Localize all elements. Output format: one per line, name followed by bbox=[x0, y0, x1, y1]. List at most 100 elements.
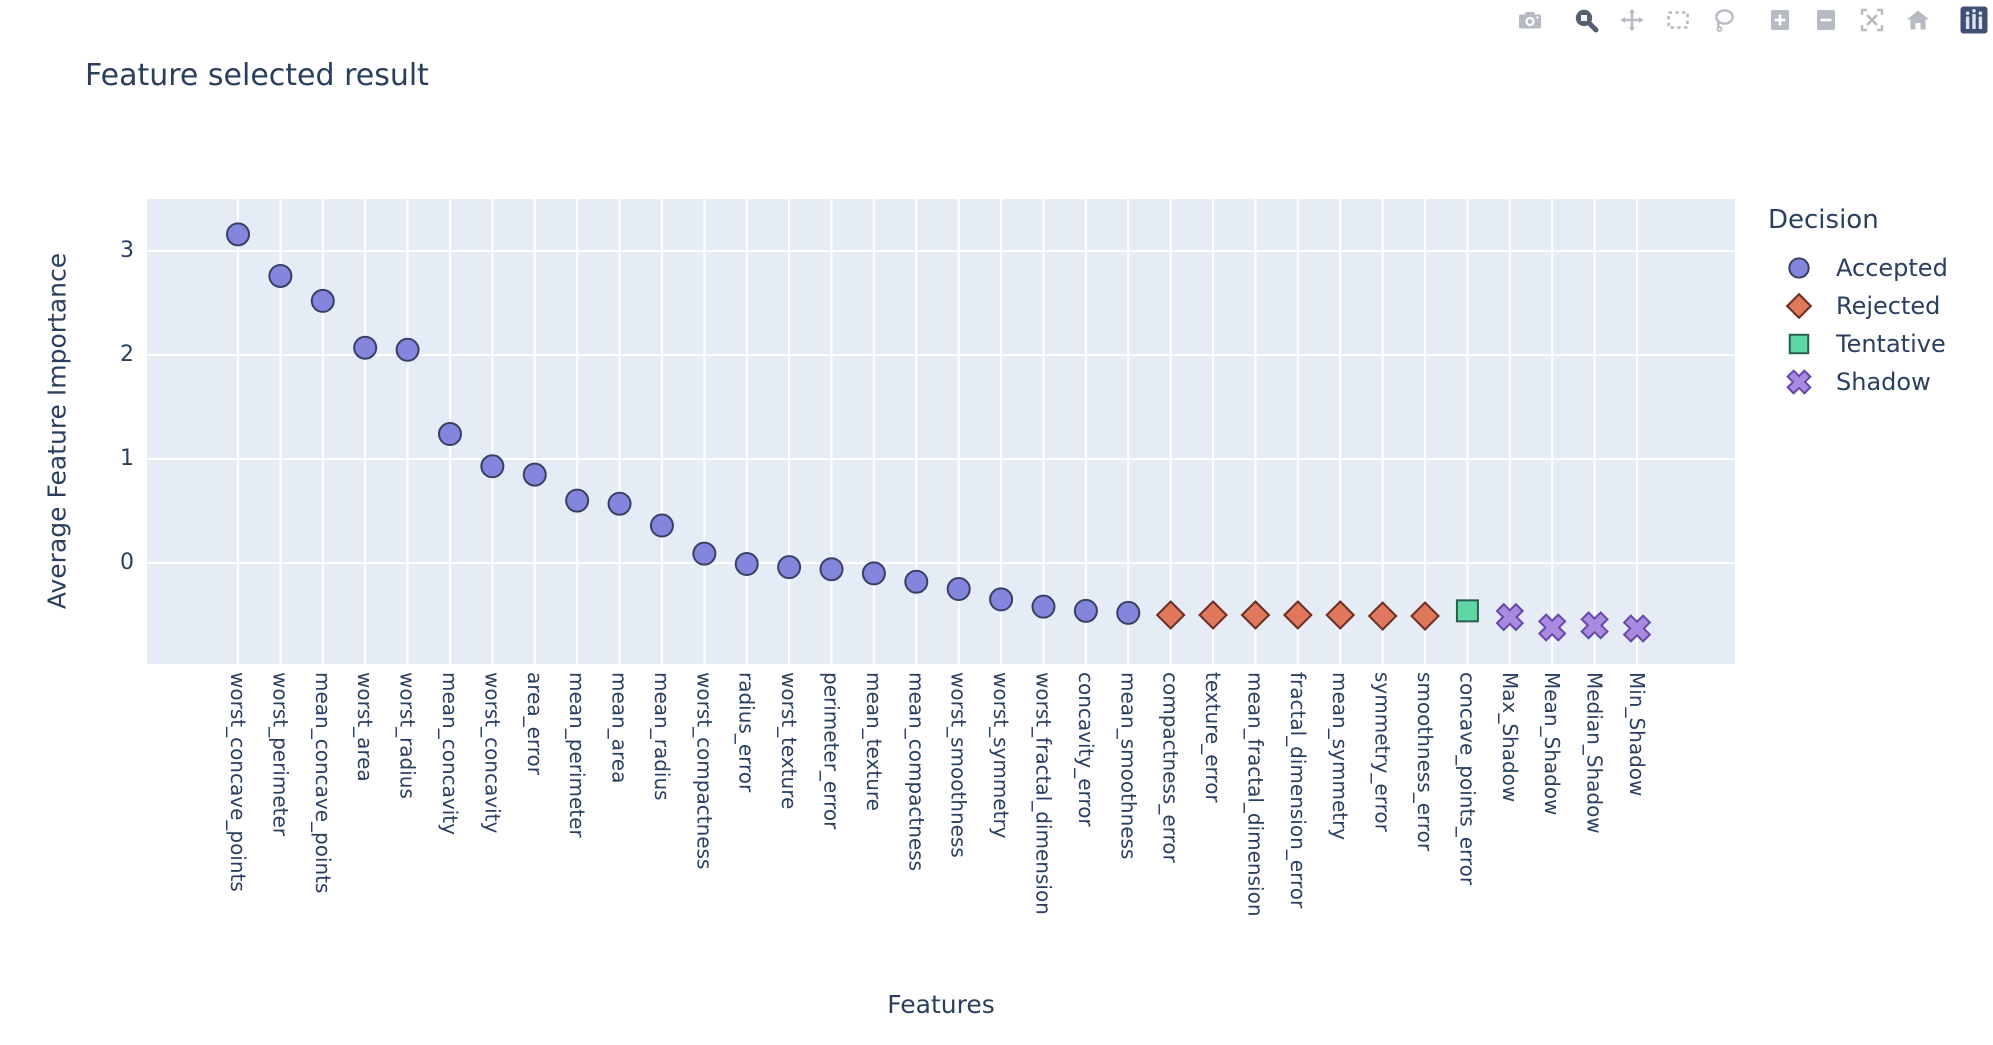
scatter-point[interactable] bbox=[1495, 602, 1525, 632]
scatter-point[interactable] bbox=[861, 561, 886, 586]
x-tick-label: mean_smoothness bbox=[1116, 672, 1141, 860]
scatter-point[interactable] bbox=[353, 335, 378, 360]
legend-item-tentative[interactable]: Tentative bbox=[1768, 325, 1993, 363]
x-tick-label: symmetry_error bbox=[1370, 672, 1395, 832]
x-tick-label: mean_area bbox=[607, 672, 632, 784]
modebar-group-snapshot bbox=[1515, 5, 1545, 35]
camera-icon[interactable] bbox=[1515, 5, 1545, 35]
scatter-point[interactable] bbox=[395, 337, 420, 362]
plot-area[interactable] bbox=[147, 199, 1735, 664]
legend: Decision Accepted Rejected Tentative Shadow bbox=[1768, 205, 1993, 401]
zoom-in-icon[interactable] bbox=[1765, 5, 1795, 35]
legend-item-shadow[interactable]: Shadow bbox=[1768, 363, 1993, 401]
x-axis-title: Features bbox=[887, 990, 995, 1019]
zoom-out-icon[interactable] bbox=[1811, 5, 1841, 35]
legend-item-label: Tentative bbox=[1836, 330, 1946, 358]
scatter-point[interactable] bbox=[1198, 600, 1228, 630]
x-tick-label: mean_concavity bbox=[437, 672, 462, 835]
scatter-point[interactable] bbox=[692, 541, 717, 566]
autoscale-icon[interactable] bbox=[1857, 5, 1887, 35]
scatter-point[interactable] bbox=[1240, 600, 1271, 630]
x-tick-label: worst_perimeter bbox=[268, 672, 293, 837]
modebar-group-drag bbox=[1571, 5, 1739, 35]
x-tick-label: mean_compactness bbox=[904, 672, 929, 872]
x-tick-label: radius_error bbox=[734, 672, 759, 793]
scatter-point[interactable] bbox=[1031, 594, 1056, 619]
lasso-select-icon[interactable] bbox=[1709, 5, 1739, 35]
x-tick-label: texture_error bbox=[1201, 672, 1226, 803]
x-tick-label: smoothness_error bbox=[1413, 672, 1438, 852]
reset-axes-home-icon[interactable] bbox=[1903, 5, 1933, 35]
x-tick-label: worst_symmetry bbox=[989, 672, 1014, 839]
scatter-point[interactable] bbox=[1537, 613, 1567, 642]
scatter-point[interactable] bbox=[1455, 599, 1479, 623]
scatter-point[interactable] bbox=[1073, 598, 1098, 623]
modebar-group-zoom bbox=[1765, 5, 1933, 35]
legend-title: Decision bbox=[1768, 205, 1879, 235]
box-select-icon[interactable] bbox=[1663, 5, 1693, 35]
scatter-point[interactable] bbox=[268, 263, 293, 288]
legend-item-label: Shadow bbox=[1836, 368, 1931, 396]
x-tick-label: Median_Shadow bbox=[1582, 672, 1607, 834]
y-tick-label: 2 bbox=[120, 342, 134, 367]
scatter-point[interactable] bbox=[480, 454, 505, 479]
scatter-point[interactable] bbox=[607, 491, 632, 516]
legend-item-accepted[interactable]: Accepted bbox=[1768, 249, 1993, 287]
scatter-point[interactable] bbox=[1367, 601, 1398, 631]
x-tick-label: mean_texture bbox=[861, 672, 886, 811]
x-tick-label: perimeter_error bbox=[819, 672, 844, 830]
x-tick-label: Max_Shadow bbox=[1497, 672, 1522, 803]
scatter-point[interactable] bbox=[734, 552, 759, 577]
x-tick-label: worst_concavity bbox=[480, 672, 505, 834]
scatter-point[interactable] bbox=[649, 513, 674, 538]
scatter-point[interactable] bbox=[989, 587, 1014, 612]
scatter-point[interactable] bbox=[1325, 600, 1356, 630]
x-tick-label: fractal_dimension_error bbox=[1285, 672, 1310, 909]
scatter-point[interactable] bbox=[1622, 614, 1652, 643]
x-tick-label: mean_concave_points bbox=[310, 672, 335, 894]
scatter-point[interactable] bbox=[946, 577, 971, 601]
scatter-point[interactable] bbox=[226, 222, 250, 247]
scatter-point[interactable] bbox=[819, 557, 844, 582]
x-tick-label: worst_area bbox=[353, 672, 378, 782]
x-tick-label: worst_smoothness bbox=[946, 672, 971, 858]
scatter-point[interactable] bbox=[1116, 600, 1141, 625]
x-tick-label: worst_concave_points bbox=[226, 672, 250, 892]
zoom-icon[interactable] bbox=[1571, 5, 1601, 35]
scatter-point[interactable] bbox=[565, 488, 590, 513]
y-tick-label: 0 bbox=[120, 550, 134, 575]
x-tick-label: compactness_error bbox=[1158, 672, 1183, 863]
modebar bbox=[1489, 5, 1989, 35]
pan-icon[interactable] bbox=[1617, 5, 1647, 35]
chart-title: Feature selected result bbox=[85, 58, 429, 93]
scatter-point[interactable] bbox=[777, 555, 802, 580]
x-tick-label: worst_texture bbox=[777, 672, 802, 810]
x-tick-label: mean_radius bbox=[649, 672, 674, 801]
modebar-group-logo bbox=[1959, 5, 1989, 35]
x-tick-label: worst_compactness bbox=[692, 672, 717, 870]
scatter-point[interactable] bbox=[904, 569, 929, 594]
scatter-point[interactable] bbox=[310, 288, 335, 313]
scatter-point[interactable] bbox=[522, 462, 547, 487]
scatter-point[interactable] bbox=[1155, 600, 1186, 630]
legend-item-label: Rejected bbox=[1836, 292, 1941, 320]
x-tick-label: concavity_error bbox=[1073, 672, 1098, 827]
y-tick-label: 1 bbox=[120, 446, 134, 471]
x-tick-label: mean_symmetry bbox=[1328, 672, 1353, 841]
x-tick-label: mean_fractal_dimension bbox=[1243, 672, 1268, 917]
diamond-legend-marker-icon bbox=[1785, 292, 1813, 320]
x-tick-label: Mean_Shadow bbox=[1540, 672, 1565, 816]
x-legend-marker-icon bbox=[1786, 369, 1812, 395]
x-tick-label: Min_Shadow bbox=[1625, 672, 1649, 797]
scatter-point[interactable] bbox=[1282, 600, 1313, 630]
scatter-point[interactable] bbox=[1410, 601, 1440, 631]
x-tick-label: worst_radius bbox=[395, 672, 420, 799]
x-tick-label: area_error bbox=[522, 672, 547, 776]
plotly-logo-icon[interactable] bbox=[1959, 5, 1989, 35]
legend-item-rejected[interactable]: Rejected bbox=[1768, 287, 1993, 325]
scatter-point[interactable] bbox=[1580, 611, 1609, 640]
square-legend-marker-icon bbox=[1788, 333, 1810, 355]
legend-item-label: Accepted bbox=[1836, 254, 1948, 282]
scatter-point[interactable] bbox=[437, 422, 462, 447]
